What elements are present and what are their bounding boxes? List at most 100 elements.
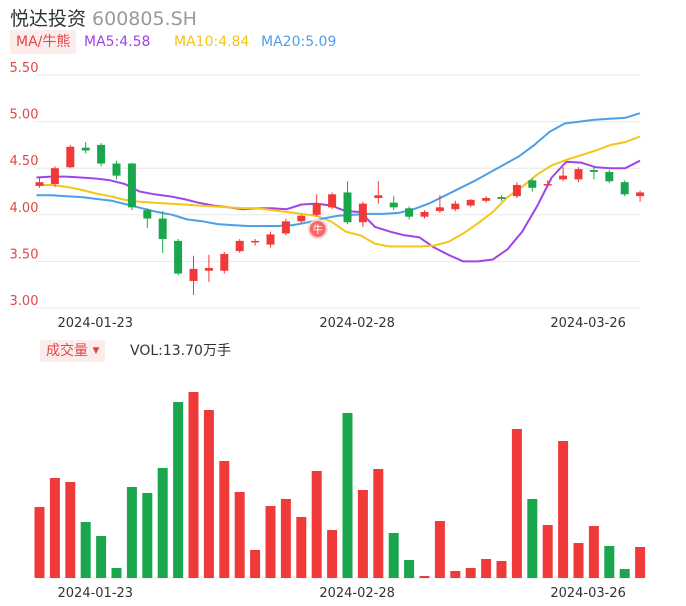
volume-indicator-selector[interactable]: 成交量 ▼ — [40, 340, 106, 362]
candle — [204, 254, 213, 282]
ma5-legend: MA5:4.58 — [84, 34, 151, 50]
candle-body — [112, 163, 121, 176]
volume-bar — [188, 392, 199, 578]
volume-bar — [450, 571, 461, 578]
candle-body — [158, 218, 167, 240]
ma-indicator-selector[interactable]: MA/牛熊 — [10, 30, 77, 54]
y-tick-label: 5.00 — [10, 108, 39, 123]
volume-tag-label: 成交量 — [46, 343, 88, 359]
candle — [589, 166, 598, 180]
candle — [50, 166, 59, 187]
candle — [482, 196, 491, 203]
candle — [112, 160, 121, 180]
volume-bar — [573, 543, 584, 578]
candle-body — [389, 202, 398, 208]
candle — [559, 167, 568, 182]
volume-bar — [203, 410, 214, 578]
volume-bar — [96, 536, 107, 578]
volume-bar — [496, 561, 507, 578]
volume-bar — [280, 499, 291, 578]
volume-bar — [49, 478, 60, 578]
candle — [451, 200, 460, 212]
volume-bar — [80, 522, 91, 578]
candle — [35, 177, 44, 188]
candle-body — [466, 199, 475, 206]
candle-body — [50, 168, 59, 185]
candle-body — [358, 203, 367, 223]
x-tick-label: 2024-01-23 — [58, 316, 134, 330]
candle — [420, 210, 429, 219]
y-tick-label: 4.00 — [10, 201, 39, 216]
candle-body — [81, 147, 90, 151]
candle — [405, 206, 414, 220]
volume-bar — [619, 569, 630, 578]
candle-body — [174, 240, 183, 274]
candle-body — [328, 194, 337, 208]
volume-bar — [527, 499, 538, 578]
volume-value: VOL:13.70万手 — [130, 343, 231, 359]
candle-body — [497, 197, 506, 199]
candle-body — [374, 195, 383, 199]
volume-x-tick-label: 2024-02-28 — [319, 586, 395, 601]
candle-body — [589, 170, 598, 172]
volume-bar — [250, 550, 261, 578]
volume-bar — [465, 568, 476, 578]
candle-body — [251, 240, 260, 243]
volume-bar — [311, 471, 322, 578]
candle-body — [35, 182, 44, 186]
candle — [312, 194, 321, 217]
candle — [297, 214, 306, 225]
volume-bar — [157, 468, 168, 578]
candle-body — [143, 210, 152, 219]
candle-body — [636, 192, 645, 197]
chevron-down-icon: ▼ — [92, 346, 100, 356]
bull-marker-badge — [307, 219, 328, 239]
ma10-legend: MA10:4.84 — [174, 34, 250, 50]
candle — [374, 181, 383, 204]
candle-body — [220, 253, 229, 271]
volume-bar — [511, 429, 522, 578]
candle — [466, 198, 475, 208]
volume-bar — [542, 525, 553, 578]
candle — [497, 195, 506, 201]
candle-body — [312, 203, 321, 215]
x-tick-label: 2024-03-26 — [550, 316, 626, 330]
candle-body — [512, 184, 521, 197]
volume-bar — [388, 533, 399, 578]
candle — [174, 239, 183, 276]
stock-code: 600805.SH — [92, 8, 197, 30]
volume-bar — [173, 402, 184, 578]
volume-bar — [434, 521, 445, 578]
candle-body — [281, 221, 290, 234]
candle-body — [451, 203, 460, 210]
candle — [343, 181, 352, 225]
candlestick-chart[interactable]: 5.50 5.00 4.50 4.00 3.50 3.00 牛 2024-01-23 2024-… — [0, 0, 686, 330]
y-tick-label: 3.50 — [10, 247, 39, 262]
candle — [620, 180, 629, 197]
candle-body — [343, 192, 352, 223]
volume-bar — [604, 546, 615, 578]
volume-bar — [373, 469, 384, 578]
candle-body — [297, 215, 306, 222]
candle — [574, 167, 583, 183]
volume-bar — [588, 526, 599, 578]
candle — [66, 144, 75, 169]
volume-bar — [219, 461, 230, 578]
candle-body — [435, 207, 444, 212]
volume-bar — [419, 576, 430, 578]
candle — [358, 201, 367, 227]
volume-bar — [342, 413, 353, 578]
volume-bar — [234, 492, 245, 578]
candle — [127, 162, 136, 211]
candle-body — [559, 175, 568, 180]
candle-body — [266, 234, 275, 245]
candle — [220, 252, 229, 274]
candle — [251, 239, 260, 246]
candle — [512, 182, 521, 199]
volume-x-tick-label: 2024-03-26 — [550, 586, 626, 601]
candle-body — [405, 208, 414, 217]
volume-bar — [357, 490, 368, 578]
candle-body — [528, 180, 537, 188]
bull-marker-label: 牛 — [313, 223, 323, 236]
candle — [528, 178, 537, 192]
